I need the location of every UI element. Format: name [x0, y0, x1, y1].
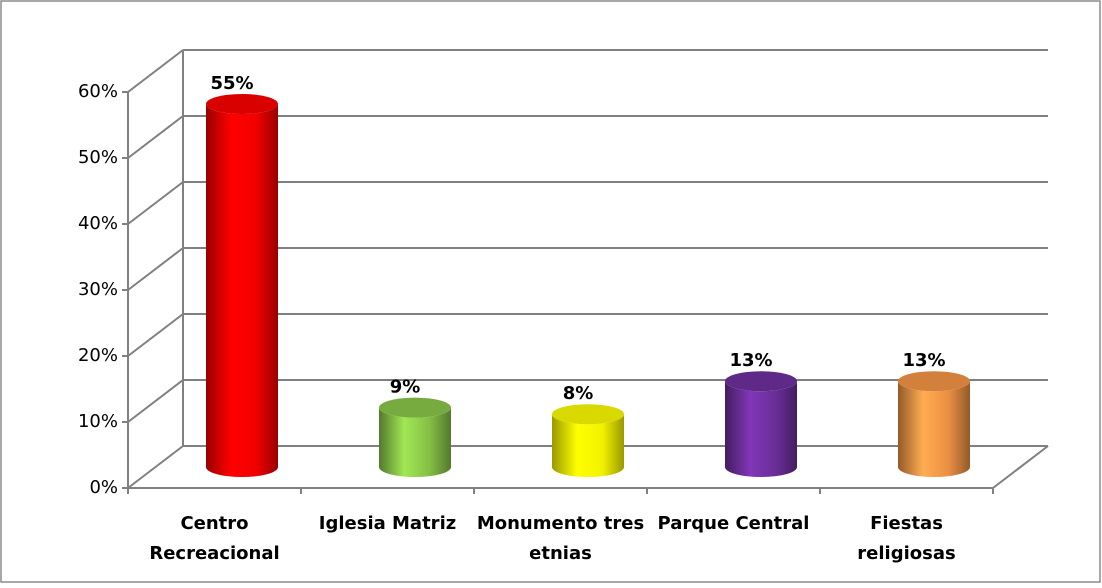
y-tick-label: 60% — [78, 81, 118, 102]
y-tick-label: 50% — [78, 147, 118, 168]
grid-line — [127, 379, 184, 423]
data-label: 13% — [902, 350, 945, 371]
bar-top — [898, 371, 970, 392]
data-label: 8% — [563, 383, 594, 404]
x-tick-label: Fiestas religiosas — [857, 513, 955, 564]
grid-line — [127, 247, 184, 291]
data-label: 13% — [729, 350, 772, 371]
x-tick-label: Iglesia Matriz — [319, 513, 456, 534]
bar — [552, 414, 624, 477]
data-label: 55% — [210, 73, 253, 94]
bar — [206, 104, 278, 477]
grid-line — [127, 115, 184, 159]
floor-edge — [992, 445, 1049, 489]
bar-top — [379, 397, 451, 418]
grid-line — [127, 313, 184, 357]
x-tick-label: Parque Central — [658, 513, 810, 534]
grid-line — [127, 181, 184, 225]
y-tick-label: 20% — [78, 345, 118, 366]
x-tick-label: Centro Recreacional — [149, 513, 279, 564]
y-tick-label: 40% — [78, 213, 118, 234]
bar-top — [552, 404, 624, 425]
bar-top — [206, 94, 278, 114]
y-tick-label: 0% — [89, 477, 118, 498]
bar — [898, 381, 970, 477]
x-tick-label: Monumento tres etnias — [477, 513, 644, 564]
bar — [379, 407, 451, 477]
bar-top — [725, 371, 797, 392]
grid-line — [127, 49, 184, 93]
data-label: 9% — [390, 377, 421, 398]
grid-line — [127, 445, 184, 489]
y-tick-label: 30% — [78, 279, 118, 300]
bar — [725, 381, 797, 477]
y-tick-label: 10% — [78, 411, 118, 432]
